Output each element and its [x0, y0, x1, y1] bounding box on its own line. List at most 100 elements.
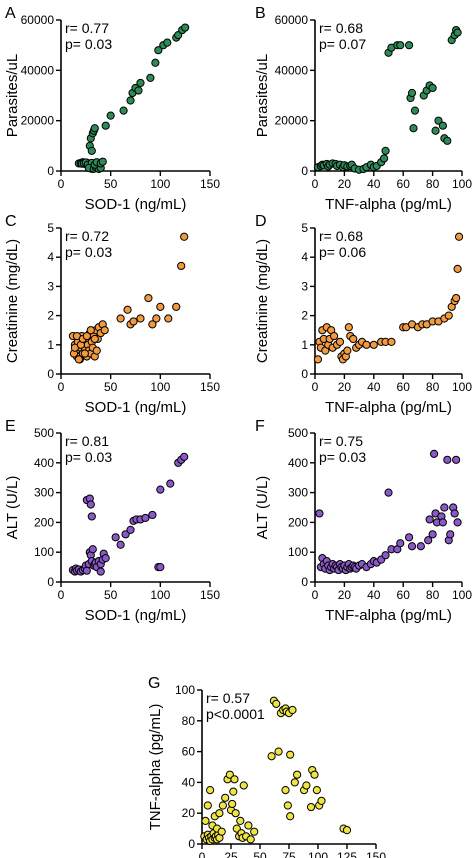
y-axis-title: Parasites/uL: [254, 54, 271, 137]
data-point: [201, 816, 210, 826]
y-tick-label: 400: [288, 456, 308, 470]
data-point: [164, 314, 173, 323]
x-tick-label: 0: [199, 850, 206, 858]
data-point: [452, 455, 461, 464]
y-tick-label: 100: [34, 545, 54, 559]
y-tick-label: 0: [301, 367, 308, 381]
panel-e: E 0 50 100 150 0 100 200 300 400 500 SOD-1 (ng/mL) A…: [4, 418, 220, 624]
y-tick-label: 200: [34, 515, 54, 529]
data-point: [126, 525, 135, 534]
data-point: [330, 331, 339, 341]
data-point: [344, 323, 353, 332]
data-point: [443, 136, 452, 145]
x-tick-label: 60: [397, 177, 411, 191]
stats-annotation: r= 0.68: [319, 228, 363, 244]
data-point: [454, 232, 464, 241]
data-point: [111, 533, 120, 542]
x-tick-label: 50: [104, 588, 118, 602]
x-tick-label: 100: [452, 177, 472, 191]
data-point: [141, 513, 150, 523]
data-point: [407, 542, 417, 551]
data-point: [244, 821, 253, 830]
x-tick-label: 20: [338, 380, 352, 394]
data-point: [290, 778, 299, 787]
x-tick-label: 0: [312, 588, 319, 602]
x-tick-label: 60: [397, 380, 411, 394]
data-point: [92, 346, 101, 355]
x-tick-label: 80: [426, 588, 440, 602]
data-point: [228, 799, 237, 809]
x-tick-label: 40: [367, 380, 381, 394]
data-point: [288, 705, 297, 715]
data-point: [306, 802, 316, 812]
data-point: [440, 503, 449, 512]
panel-f: F 0 20 40 60 80 100 0 100 200 300 400 500 TNF-alpha (…: [254, 418, 472, 624]
data-point: [396, 539, 405, 548]
data-point: [396, 41, 405, 50]
data-point: [313, 355, 323, 364]
data-point: [181, 23, 190, 32]
stats-annotation: p= 0.03: [65, 449, 112, 465]
y-tick-label: 20000: [275, 114, 309, 128]
y-tick-label: 100: [175, 683, 195, 697]
y-tick-label: 300: [34, 486, 54, 500]
x-tick-label: 50: [253, 850, 267, 858]
data-point: [96, 567, 105, 576]
stats-annotation: r= 0.57: [206, 690, 250, 706]
x-tick-label: 50: [104, 177, 118, 191]
x-tick-label: 150: [200, 177, 220, 191]
panel-d: D 0 20 40 60 80 100 0 1 2 3 4 5 TNF-alpha (pg/mL) Crea…: [254, 213, 472, 416]
panel-letter: A: [5, 5, 16, 22]
data-point: [230, 775, 239, 784]
data-point: [90, 334, 99, 344]
data-point: [438, 121, 447, 130]
x-tick-label: 25: [224, 850, 238, 858]
data-point: [163, 38, 172, 47]
x-tick-label: 150: [366, 850, 386, 858]
data-point: [116, 540, 125, 549]
y-tick-label: 2: [301, 309, 308, 323]
data-point: [86, 500, 95, 509]
panel-letter: C: [5, 213, 17, 230]
data-point: [410, 106, 420, 115]
data-point: [215, 809, 224, 818]
y-tick-label: 4: [47, 250, 54, 264]
stats-annotation: p= 0.03: [65, 36, 112, 52]
data-point: [82, 331, 91, 341]
stats-annotation: p<0.0001: [206, 706, 265, 722]
data-point: [119, 106, 128, 115]
y-tick-label: 80: [182, 714, 196, 728]
stats-annotation: p= 0.03: [65, 244, 112, 260]
x-tick-label: 100: [150, 177, 170, 191]
data-point: [206, 786, 215, 795]
y-tick-label: 4: [301, 250, 308, 264]
y-tick-label: 20: [182, 806, 196, 820]
data-point: [180, 232, 189, 241]
data-point: [438, 518, 447, 527]
x-tick-label: 100: [150, 380, 170, 394]
data-point: [144, 293, 153, 303]
y-tick-label: 60000: [275, 13, 309, 27]
data-point: [315, 509, 324, 518]
y-tick-label: 5: [301, 221, 308, 235]
panel-g: G0255075100125150020406080100SOD-1 (ng/m…: [147, 675, 386, 858]
y-tick-label: 1: [47, 338, 54, 352]
y-tick-label: 3: [47, 279, 54, 293]
y-tick-label: 400: [34, 456, 54, 470]
y-tick-label: 300: [288, 486, 308, 500]
data-point: [126, 96, 135, 105]
x-tick-label: 75: [282, 850, 296, 858]
data-point: [453, 264, 462, 273]
data-point: [452, 293, 461, 303]
y-axis-title: Creatinine (mg/dL): [4, 239, 21, 363]
data-point: [381, 551, 390, 560]
x-tick-label: 80: [426, 177, 440, 191]
data-point: [106, 111, 115, 120]
data-point: [443, 455, 452, 464]
y-tick-label: 1: [301, 338, 308, 352]
panel-letter: D: [255, 213, 267, 230]
x-tick-label: 60: [397, 588, 411, 602]
data-point: [154, 46, 163, 55]
data-point: [151, 58, 160, 67]
